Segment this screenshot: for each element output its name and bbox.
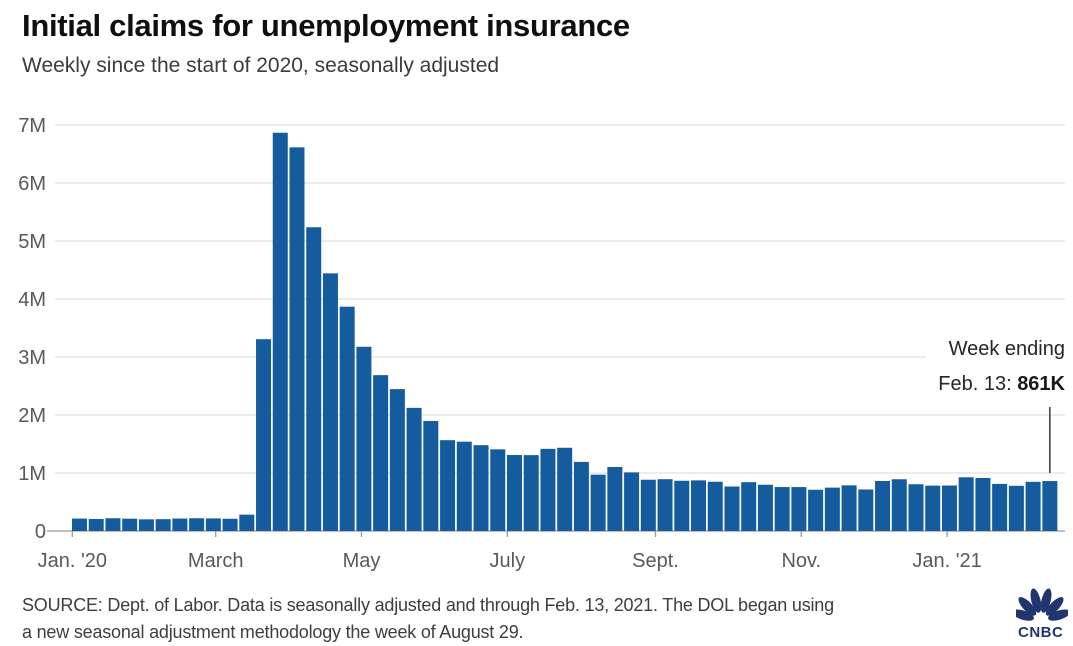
x-axis-tick-label-Jan. '20: Jan. '20	[38, 550, 107, 572]
y-axis-tick-label-2M: 2M	[18, 405, 46, 427]
chart-title: Initial claims for unemployment insuranc…	[22, 8, 630, 43]
x-axis-tick-label-Jan. '21: Jan. '21	[912, 550, 981, 572]
y-axis-tick-label-0: 0	[35, 521, 46, 543]
bar-week-2020-11-21	[841, 485, 857, 531]
bar-week-2020-06-13	[456, 441, 472, 531]
bar-week-2020-10-24	[774, 487, 790, 531]
bar-week-2020-10-17	[757, 484, 773, 531]
bar-week-2020-10-10	[741, 482, 757, 531]
y-axis-tick-label-4M: 4M	[18, 289, 46, 311]
bar-week-2020-04-11	[306, 227, 322, 531]
y-axis-tick-label-1M: 1M	[18, 463, 46, 485]
x-axis-tick-label-July: July	[490, 550, 526, 572]
bar-week-2020-01-04	[72, 518, 87, 531]
bar-week-2020-12-19	[908, 484, 924, 531]
bar-week-2020-08-22	[624, 472, 640, 531]
bar-week-2020-09-12	[674, 480, 690, 531]
bar-week-2021-01-09	[958, 477, 974, 531]
annotation-line1: Week ending	[948, 338, 1065, 360]
annotation-value: 861K	[1017, 373, 1065, 395]
bar-week-2020-04-18	[322, 273, 338, 531]
bar-week-2020-05-30	[423, 420, 439, 531]
bar-week-2020-11-28	[858, 489, 874, 531]
bar-week-2021-01-02	[941, 485, 957, 531]
source-line1: SOURCE: Dept. of Labor. Data is seasonal…	[22, 595, 834, 615]
bar-week-2020-01-25	[122, 518, 138, 531]
bar-week-2020-07-11	[523, 455, 539, 531]
bar-week-2020-04-04	[289, 147, 305, 531]
y-axis-tick-label-5M: 5M	[18, 231, 46, 253]
bar-week-2020-09-05	[657, 479, 673, 531]
annotation-line2: Feb. 13: 861K	[938, 367, 1065, 402]
source-note: SOURCE: Dept. of Labor. Data is seasonal…	[22, 592, 972, 646]
bar-week-2020-06-20	[473, 445, 489, 531]
bar-week-2021-01-30	[1008, 485, 1024, 531]
chart-header: Initial claims for unemployment insuranc…	[22, 8, 1042, 78]
bar-week-2020-03-07	[222, 518, 238, 531]
bar-week-2020-05-23	[406, 407, 422, 531]
bar-week-2020-02-08	[155, 519, 171, 531]
bar-week-2020-12-26	[925, 485, 941, 531]
x-axis-tick-label-March: March	[188, 550, 244, 572]
bar-week-2021-01-16	[975, 477, 991, 531]
bar-week-2021-02-13	[1042, 481, 1058, 531]
source-line2: a new seasonal adjustment methodology th…	[22, 622, 524, 642]
bar-week-2020-05-09	[373, 375, 389, 531]
bar-week-2020-06-06	[440, 440, 456, 531]
x-axis-tick-label-Nov.: Nov.	[781, 550, 821, 572]
bar-week-2020-12-05	[875, 481, 891, 531]
annotation-date-label: Feb. 13:	[938, 373, 1018, 395]
bar-week-2020-05-16	[389, 389, 405, 531]
bar-week-2020-05-02	[356, 346, 372, 531]
bar-week-2020-02-15	[172, 518, 188, 531]
bar-week-2021-01-23	[992, 483, 1008, 531]
chart-subtitle: Weekly since the start of 2020, seasonal…	[22, 54, 500, 77]
bar-week-2020-07-04	[506, 455, 522, 531]
y-axis-tick-label-6M: 6M	[18, 173, 46, 195]
peacock-icon	[1011, 588, 1071, 621]
bar-week-2020-03-21	[256, 339, 272, 531]
bar-week-2020-04-25	[339, 306, 355, 531]
bar-week-2020-12-12	[891, 479, 907, 531]
bar-week-2020-10-31	[791, 487, 807, 531]
bar-week-2021-02-06	[1025, 481, 1041, 531]
x-axis-tick-label-May: May	[343, 550, 381, 572]
bar-week-2020-10-03	[724, 486, 740, 531]
bar-week-2020-09-19	[691, 480, 707, 531]
bar-week-2020-02-01	[138, 519, 154, 531]
bar-week-2020-08-08	[590, 474, 606, 531]
y-axis-tick-label-3M: 3M	[18, 347, 46, 369]
bar-week-2020-02-29	[205, 518, 221, 531]
cnbc-logo-text: CNBC	[1018, 624, 1064, 641]
bar-week-2020-07-18	[540, 448, 556, 531]
bar-week-2020-09-26	[707, 481, 723, 531]
bar-week-2020-01-18	[105, 518, 121, 531]
bar-week-2020-11-07	[808, 489, 824, 531]
y-axis-tick-label-7M: 7M	[18, 115, 46, 137]
bar-week-2020-08-29	[640, 479, 656, 531]
bar-week-2020-08-15	[607, 466, 623, 531]
bar-week-2020-03-14	[239, 514, 255, 531]
bar-week-2020-07-25	[557, 447, 573, 531]
bar-week-2020-03-28	[272, 132, 288, 531]
bar-week-2020-11-14	[824, 487, 840, 531]
bar-week-2020-08-01	[573, 461, 589, 531]
cnbc-logo: CNBC	[1011, 585, 1073, 641]
bar-week-2020-01-11	[88, 518, 104, 531]
bar-week-2020-06-27	[490, 449, 506, 531]
bar-week-2020-02-22	[189, 518, 205, 531]
x-axis-tick-label-Sept.: Sept.	[632, 550, 679, 572]
annotation-week-ending: Week ending Feb. 13: 861K	[926, 332, 1065, 402]
